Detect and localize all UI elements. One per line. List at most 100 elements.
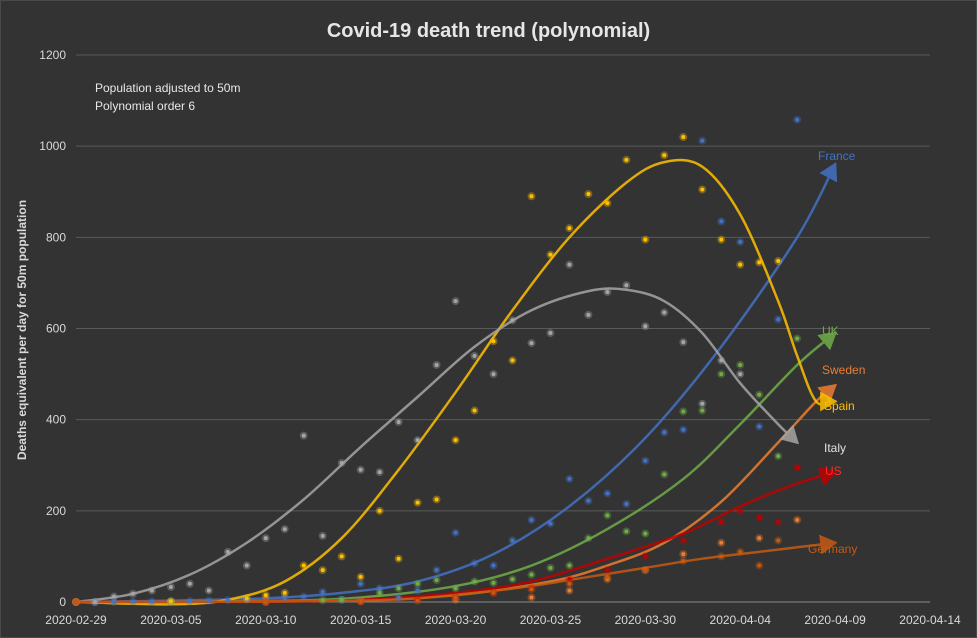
data-point-italy: [111, 594, 116, 599]
data-point-france: [529, 517, 534, 522]
data-point-germany: [719, 554, 724, 559]
trendline-italy: [74, 287, 799, 604]
data-point-italy: [719, 358, 724, 363]
data-point-germany: [358, 599, 363, 604]
data-point-france: [206, 598, 211, 603]
data-point-italy: [605, 290, 610, 295]
x-tick-label: 2020-03-25: [520, 613, 582, 627]
chart-title: Covid-19 death trend (polynomial): [326, 20, 651, 42]
data-point-uk: [510, 577, 515, 582]
data-point-france: [225, 598, 230, 603]
data-point-spain: [415, 500, 420, 505]
data-point-france: [510, 538, 515, 543]
data-point-spain: [776, 259, 781, 264]
y-tick-label: 1200: [39, 48, 66, 62]
data-point-spain: [548, 252, 553, 257]
data-point-france: [320, 589, 325, 594]
series-label-uk: UK: [822, 324, 839, 338]
y-tick-label: 600: [46, 322, 66, 336]
data-point-sweden: [567, 588, 572, 593]
data-point-germany: [605, 574, 610, 579]
data-point-italy: [377, 470, 382, 475]
data-point-italy: [320, 533, 325, 538]
data-point-italy: [149, 588, 154, 593]
data-point-france: [491, 563, 496, 568]
data-point-us: [719, 520, 724, 525]
data-point-sweden: [529, 595, 534, 600]
data-point-italy: [396, 419, 401, 424]
data-point-us: [757, 515, 762, 520]
data-point-france: [377, 586, 382, 591]
x-tick-label: 2020-04-14: [899, 613, 961, 627]
data-point-italy: [491, 372, 496, 377]
y-tick-label: 800: [46, 230, 66, 244]
data-point-italy: [130, 591, 135, 596]
data-point-spain: [377, 508, 382, 513]
data-point-uk: [624, 529, 629, 534]
data-point-spain: [453, 438, 458, 443]
data-point-france: [396, 595, 401, 600]
data-point-uk: [567, 563, 572, 568]
data-point-uk: [795, 336, 800, 341]
data-point-spain: [700, 187, 705, 192]
data-point-germany: [453, 595, 458, 600]
data-point-germany: [643, 568, 648, 573]
data-point-france: [263, 596, 268, 601]
data-point-uk: [643, 531, 648, 536]
data-point-spain: [738, 262, 743, 267]
data-point-uk: [453, 586, 458, 591]
data-point-germany: [567, 581, 572, 586]
data-point-uk: [415, 581, 420, 586]
data-point-italy: [434, 362, 439, 367]
note-polynomial: Polynomial order 6: [95, 99, 196, 113]
data-point-germany: [263, 600, 268, 604]
data-point-uk: [738, 362, 743, 367]
data-point-spain: [491, 339, 496, 344]
data-point-spain: [757, 260, 762, 265]
data-point-france: [282, 595, 287, 600]
data-point-italy: [415, 438, 420, 443]
data-point-uk: [491, 580, 496, 585]
data-point-uk: [776, 454, 781, 459]
data-point-uk: [434, 578, 439, 583]
series-label-us: US: [825, 464, 842, 478]
data-point-germany: [738, 549, 743, 554]
data-point-uk: [605, 513, 610, 518]
data-point-spain: [358, 574, 363, 579]
data-point-france: [472, 561, 477, 566]
data-point-italy: [339, 460, 344, 465]
data-point-germany: [776, 538, 781, 543]
data-point-uk: [339, 597, 344, 602]
data-point-uk: [529, 572, 534, 577]
data-point-uk: [472, 579, 477, 584]
data-point-france: [586, 498, 591, 503]
data-point-us: [738, 508, 743, 513]
data-point-uk: [681, 409, 686, 414]
data-point-sweden: [757, 536, 762, 541]
data-point-france: [605, 491, 610, 496]
data-point-germany: [757, 563, 762, 568]
data-point-italy: [92, 600, 97, 604]
data-point-us: [605, 568, 610, 573]
data-point-france: [662, 430, 667, 435]
data-point-spain: [434, 497, 439, 502]
data-point-spain: [339, 554, 344, 559]
x-tick-label: 2020-04-04: [710, 613, 772, 627]
x-tick-label: 2020-03-30: [615, 613, 677, 627]
trendline-spain: [74, 158, 838, 606]
data-point-italy: [206, 588, 211, 593]
data-point-sweden: [795, 517, 800, 522]
data-point-spain: [719, 237, 724, 242]
data-point-italy: [624, 283, 629, 288]
data-point-uk: [586, 536, 591, 541]
data-point-italy: [548, 331, 553, 336]
data-point-spain: [396, 556, 401, 561]
data-point-france: [187, 599, 192, 604]
data-point-france: [700, 138, 705, 143]
data-point-italy: [301, 433, 306, 438]
data-point-france: [738, 239, 743, 244]
data-point-italy: [643, 324, 648, 329]
data-point-germany: [74, 600, 78, 604]
